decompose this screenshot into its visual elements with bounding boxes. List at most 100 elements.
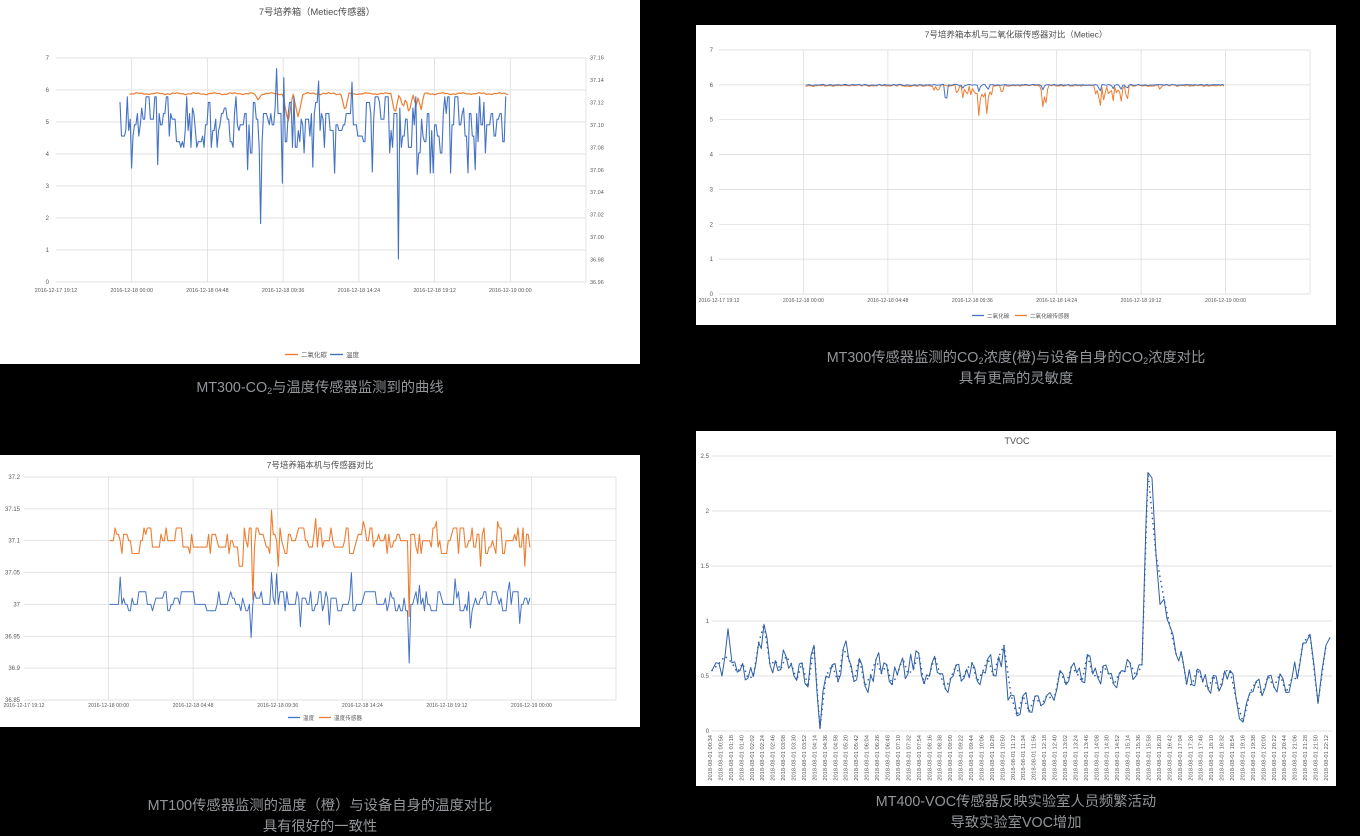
svg-text:2018-08-01 22:12: 2018-08-01 22:12 [1324,735,1330,781]
svg-text:7号培养箱本机与二氧化碳传感器对比（Metiec）: 7号培养箱本机与二氧化碳传感器对比（Metiec） [925,30,1108,40]
svg-text:2018-08-01 10:28: 2018-08-01 10:28 [990,735,996,781]
svg-text:2018-08-01 03:08: 2018-08-01 03:08 [781,735,787,781]
svg-text:2018-08-01 20:22: 2018-08-01 20:22 [1272,735,1278,781]
svg-text:6: 6 [710,83,714,89]
svg-text:2018-08-01 19:38: 2018-08-01 19:38 [1251,735,1257,781]
svg-text:2016-12-18 09:36: 2016-12-18 09:36 [952,298,993,304]
svg-text:37: 37 [13,602,20,608]
svg-text:4: 4 [710,153,714,159]
svg-text:2: 2 [706,509,710,515]
svg-text:2016-12-18 14:24: 2016-12-18 14:24 [1036,298,1077,304]
svg-text:2018-08-01 18:32: 2018-08-01 18:32 [1220,735,1226,781]
svg-text:温度: 温度 [303,714,315,722]
svg-text:2018-08-01 20:00: 2018-08-01 20:00 [1261,735,1267,781]
svg-text:2018-08-01 00:34: 2018-08-01 00:34 [708,734,714,781]
svg-text:2018-08-01 01:18: 2018-08-01 01:18 [729,735,735,781]
svg-text:2018-08-01 01:40: 2018-08-01 01:40 [739,735,745,781]
svg-text:2016-12-18 04:48: 2016-12-18 04:48 [173,703,214,709]
svg-text:2016-12-18 19:12: 2016-12-18 19:12 [413,288,456,294]
svg-text:2018-08-01 05:20: 2018-08-01 05:20 [844,735,850,781]
svg-text:36.85: 36.85 [5,698,21,704]
svg-text:37.10: 37.10 [590,123,604,129]
svg-text:2018-08-01 21:06: 2018-08-01 21:06 [1293,735,1299,781]
svg-text:37.15: 37.15 [5,507,21,513]
svg-text:2018-08-01 08:16: 2018-08-01 08:16 [927,735,933,781]
svg-text:2018-08-01 08:38: 2018-08-01 08:38 [938,735,944,781]
svg-text:2016-12-17 19:12: 2016-12-17 19:12 [4,703,45,709]
svg-text:2: 2 [710,222,714,228]
svg-text:2018-08-01 14:52: 2018-08-01 14:52 [1115,735,1121,781]
svg-text:2018-08-01 17:04: 2018-08-01 17:04 [1178,734,1184,781]
svg-text:2016-12-19 00:00: 2016-12-19 00:00 [489,288,532,294]
svg-text:2018-08-01 09:00: 2018-08-01 09:00 [948,735,954,781]
svg-text:7号培养箱（Metiec传感器）: 7号培养箱（Metiec传感器） [259,6,375,17]
svg-text:2016-12-19 00:00: 2016-12-19 00:00 [511,703,552,709]
svg-text:2018-08-01 13:02: 2018-08-01 13:02 [1063,735,1069,781]
svg-text:2018-08-01 17:26: 2018-08-01 17:26 [1188,735,1194,781]
svg-text:1: 1 [710,257,714,263]
svg-text:37.2: 37.2 [8,475,20,481]
svg-text:0: 0 [710,292,714,298]
svg-text:2018-08-01 18:10: 2018-08-01 18:10 [1209,735,1215,781]
svg-text:2018-08-01 16:42: 2018-08-01 16:42 [1167,735,1173,781]
svg-text:2018-08-01 00:56: 2018-08-01 00:56 [718,735,724,781]
svg-text:温度: 温度 [346,350,360,359]
svg-text:2018-08-01 07:10: 2018-08-01 07:10 [896,735,902,781]
svg-text:2018-08-01 07:54: 2018-08-01 07:54 [917,734,923,781]
svg-text:3: 3 [46,184,50,190]
svg-text:37.02: 37.02 [590,213,604,219]
svg-text:2018-08-01 02:46: 2018-08-01 02:46 [771,735,777,781]
svg-text:2018-08-01 03:30: 2018-08-01 03:30 [792,735,798,781]
svg-text:2018-08-01 06:04: 2018-08-01 06:04 [865,734,871,781]
svg-text:1: 1 [46,248,50,254]
svg-text:7号培养箱本机与传感器对比: 7号培养箱本机与传感器对比 [267,460,374,470]
svg-text:0: 0 [706,729,710,735]
svg-text:2018-08-01 17:48: 2018-08-01 17:48 [1199,735,1205,781]
svg-text:5: 5 [46,120,50,126]
svg-text:2018-08-01 04:58: 2018-08-01 04:58 [833,735,839,781]
svg-text:2016-12-18 04:48: 2016-12-18 04:48 [867,298,908,304]
svg-text:2018-08-01 12:40: 2018-08-01 12:40 [1053,735,1059,781]
svg-text:7: 7 [710,48,714,54]
svg-text:36.95: 36.95 [5,634,21,640]
svg-text:2018-08-01 13:24: 2018-08-01 13:24 [1073,734,1079,781]
svg-text:36.98: 36.98 [590,258,604,264]
svg-text:6: 6 [46,88,50,94]
svg-text:37.16: 37.16 [590,56,604,62]
svg-text:37.05: 37.05 [5,571,21,577]
svg-text:二氧化碳: 二氧化碳 [987,312,1010,320]
svg-text:2018-08-01 02:02: 2018-08-01 02:02 [750,735,756,781]
svg-text:2016-12-18 19:12: 2016-12-18 19:12 [426,703,467,709]
svg-text:2018-08-01 13:46: 2018-08-01 13:46 [1084,735,1090,781]
svg-text:37.14: 37.14 [590,78,604,84]
svg-text:二氧化碳传感器: 二氧化碳传感器 [1030,312,1070,320]
svg-text:2018-08-01 11:12: 2018-08-01 11:12 [1011,735,1017,780]
svg-text:1: 1 [706,619,710,625]
svg-text:2018-08-01 15:14: 2018-08-01 15:14 [1126,734,1132,781]
svg-text:2016-12-17 19:12: 2016-12-17 19:12 [35,288,78,294]
svg-text:2: 2 [46,216,50,222]
svg-text:2018-08-01 14:30: 2018-08-01 14:30 [1105,735,1111,781]
svg-text:36.96: 36.96 [590,280,604,286]
svg-text:0: 0 [46,280,50,286]
svg-text:2018-08-01 09:22: 2018-08-01 09:22 [959,735,965,781]
svg-text:37.08: 37.08 [590,145,604,151]
svg-text:二氧化碳: 二氧化碳 [301,350,328,359]
svg-text:2016-12-18 09:36: 2016-12-18 09:36 [257,703,298,709]
svg-text:2018-08-01 06:48: 2018-08-01 06:48 [886,735,892,781]
svg-text:2018-08-01 19:16: 2018-08-01 19:16 [1241,735,1247,781]
svg-text:2016-12-18 00:00: 2016-12-18 00:00 [110,288,153,294]
svg-text:2.5: 2.5 [701,454,710,460]
svg-text:2018-08-01 10:50: 2018-08-01 10:50 [1000,735,1006,781]
svg-text:2018-08-01 15:36: 2018-08-01 15:36 [1136,735,1142,781]
svg-text:4: 4 [46,152,50,158]
svg-text:2018-08-01 03:52: 2018-08-01 03:52 [802,735,808,781]
svg-text:2016-12-18 00:00: 2016-12-18 00:00 [783,298,824,304]
svg-text:2018-08-01 04:36: 2018-08-01 04:36 [823,735,829,781]
svg-text:2018-08-01 15:58: 2018-08-01 15:58 [1147,735,1153,781]
svg-text:37.04: 37.04 [590,190,604,196]
svg-text:2018-08-01 06:26: 2018-08-01 06:26 [875,735,881,781]
svg-text:2018-08-01 10:06: 2018-08-01 10:06 [980,735,986,781]
svg-text:37.06: 37.06 [590,168,604,174]
svg-text:2018-08-01 20:44: 2018-08-01 20:44 [1282,734,1288,781]
